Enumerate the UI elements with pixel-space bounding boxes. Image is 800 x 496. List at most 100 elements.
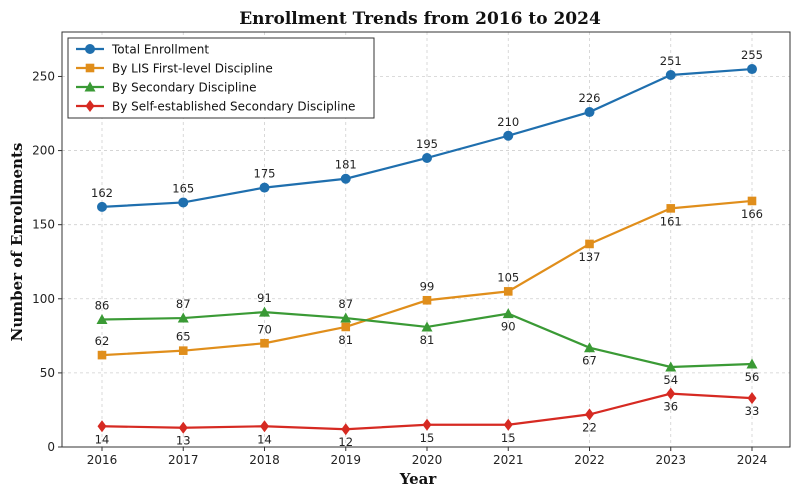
data-label: 36	[663, 400, 678, 414]
data-point	[747, 196, 757, 206]
data-label: 87	[176, 297, 191, 311]
x-tick-label: 2017	[168, 453, 199, 467]
data-label: 195	[416, 137, 438, 151]
data-point	[503, 418, 513, 431]
data-point	[97, 350, 107, 360]
data-point	[422, 152, 432, 163]
x-tick-label: 2022	[574, 453, 605, 467]
data-label: 226	[579, 91, 601, 105]
data-label: 105	[497, 270, 519, 284]
x-tick-label: 2021	[493, 453, 524, 467]
data-point	[503, 130, 514, 141]
y-tick-label: 150	[32, 218, 55, 232]
data-point	[666, 204, 676, 213]
data-point	[666, 387, 676, 400]
data-label: 54	[663, 373, 678, 387]
data-point	[96, 314, 108, 325]
x-tick-label: 2020	[412, 453, 443, 467]
data-point	[341, 423, 351, 436]
data-label: 62	[95, 334, 110, 348]
data-point	[747, 392, 757, 405]
series-4: 14 13 14 12 15 15 22 36 33	[95, 387, 760, 449]
data-point	[584, 342, 595, 353]
series-group: 162 165 175 181 195 210 226 251 255 62 65 70 81 99 105…	[91, 48, 763, 449]
legend-entry: By Secondary Discipline	[76, 81, 257, 95]
data-point	[340, 312, 352, 323]
data-point	[178, 346, 188, 355]
data-point	[421, 321, 433, 332]
data-label: 165	[172, 181, 194, 195]
legend-label: By Secondary Discipline	[112, 81, 257, 95]
data-point	[260, 420, 269, 433]
data-point	[746, 358, 758, 369]
data-label: 65	[176, 330, 191, 344]
data-point	[503, 287, 513, 296]
data-point	[665, 69, 676, 80]
data-point	[97, 420, 107, 433]
legend-marker	[84, 81, 96, 92]
data-label: 81	[338, 333, 353, 347]
legend-marker	[85, 100, 95, 112]
legend-box	[67, 37, 375, 119]
y-tick-label: 50	[40, 366, 55, 380]
data-point	[665, 361, 677, 372]
data-label: 251	[660, 54, 682, 68]
data-point	[502, 308, 514, 319]
x-tick-label: 2018	[249, 453, 280, 467]
x-tick-label: 2024	[737, 453, 768, 467]
y-tick-label: 0	[47, 440, 55, 454]
data-label: 67	[582, 354, 597, 368]
data-label: 15	[501, 431, 516, 445]
x-tick-label: 2023	[655, 453, 686, 467]
data-label: 14	[257, 432, 272, 446]
data-label: 22	[582, 420, 597, 434]
chart-title: Enrollment Trends from 2016 to 2024	[239, 9, 601, 29]
data-label: 13	[176, 434, 191, 448]
data-label: 56	[745, 370, 760, 384]
x-tick-label: 2016	[87, 453, 118, 467]
data-label: 87	[338, 297, 353, 311]
series-2: 62 65 70 81 99 105 137 161 166	[95, 196, 763, 360]
data-point	[584, 107, 595, 118]
data-label: 99	[420, 279, 435, 293]
data-label: 137	[579, 250, 601, 264]
data-label: 91	[257, 291, 272, 305]
data-point	[422, 418, 432, 431]
data-point	[178, 197, 189, 208]
data-point	[177, 312, 189, 323]
legend-label: By LIS First-level Discipline	[112, 62, 273, 76]
axes: 0 50 100 150 200 250 2016 2017 2018 2019 2020 2021 2…	[32, 31, 791, 467]
data-point	[422, 295, 432, 305]
data-label: 90	[501, 320, 516, 334]
legend-entry: Total Enrollment	[76, 43, 209, 57]
y-tick-label: 250	[32, 69, 55, 83]
y-axis-label: Number of Enrollments	[8, 143, 26, 342]
series-1: 162 165 175 181 195 210 226 251 255	[91, 48, 763, 212]
data-point	[585, 239, 594, 249]
data-point	[260, 338, 269, 348]
data-label: 14	[95, 432, 110, 446]
legend-entry: By LIS First-level Discipline	[76, 62, 273, 76]
data-label: 161	[660, 214, 682, 228]
data-label: 175	[254, 167, 276, 181]
legend-label: Total Enrollment	[111, 43, 209, 57]
data-label: 70	[257, 322, 272, 336]
x-tick-label: 2019	[330, 453, 361, 467]
legend-marker	[85, 63, 95, 73]
data-point	[341, 322, 351, 332]
data-point	[747, 64, 757, 75]
data-label: 255	[741, 48, 763, 62]
data-label: 181	[335, 158, 357, 172]
legend-label: By Self-established Secondary Discipline	[112, 100, 355, 114]
data-point	[340, 173, 351, 184]
data-point	[585, 408, 594, 421]
data-label: 162	[91, 186, 113, 200]
data-label: 12	[338, 435, 353, 449]
plot-frame	[61, 31, 791, 448]
y-tick-label: 100	[32, 292, 55, 306]
legend-marker	[85, 44, 95, 54]
data-label: 210	[497, 115, 519, 129]
data-label: 33	[745, 404, 760, 418]
data-label: 81	[420, 333, 435, 347]
